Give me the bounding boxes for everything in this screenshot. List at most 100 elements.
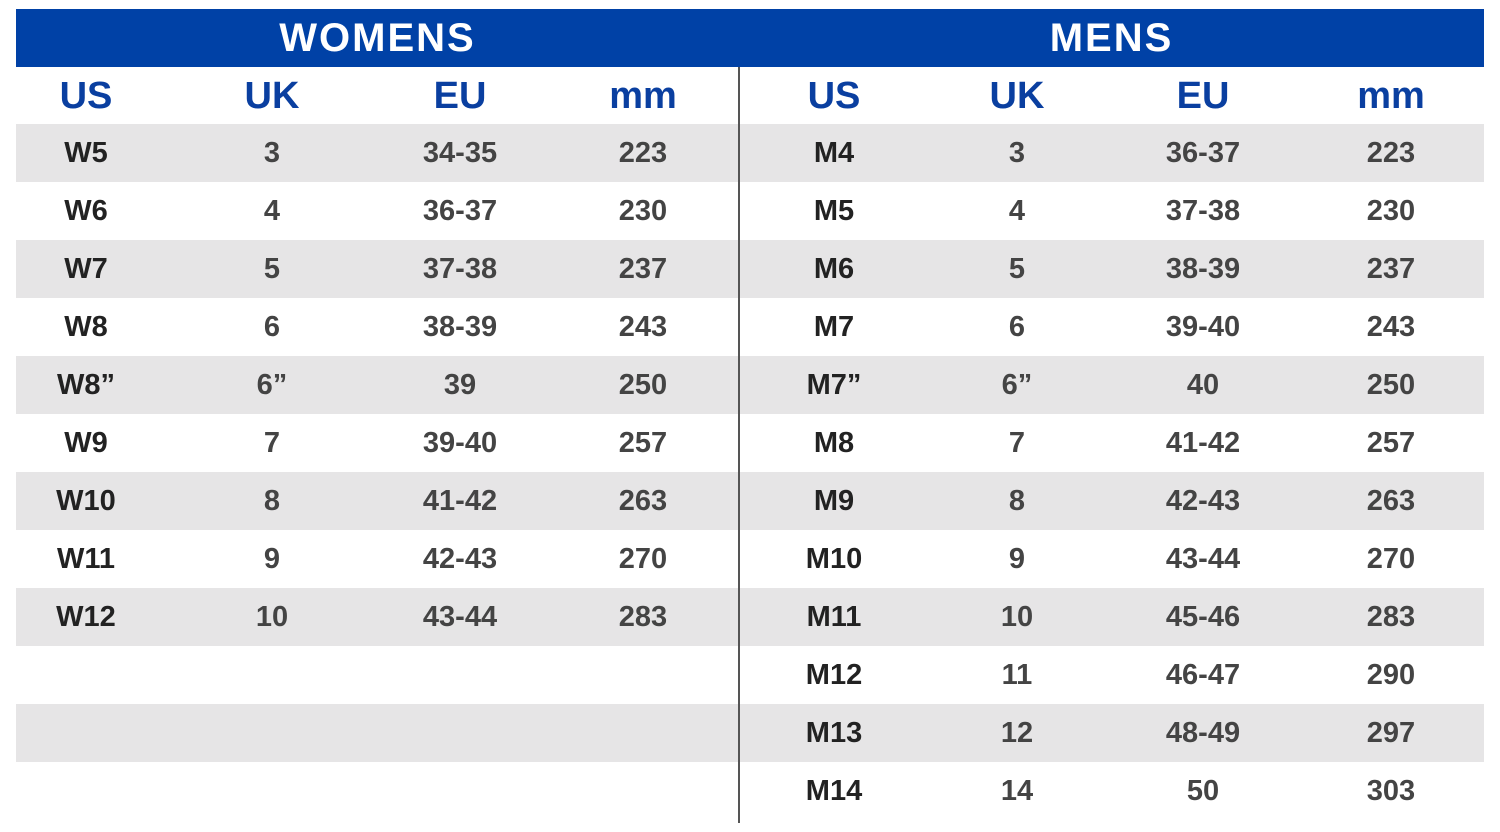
womens-cell: 237 <box>618 253 668 285</box>
row-stripe <box>16 704 1484 762</box>
mens-cell: 263 <box>1366 485 1416 517</box>
womens-cell: W5 <box>64 137 108 169</box>
mens-cell: 43-44 <box>1165 543 1241 575</box>
mens-cell: 250 <box>1366 369 1416 401</box>
womens-cell: W8 <box>64 311 108 343</box>
mens-cell: 6 <box>1008 311 1026 343</box>
mens-cell: 48-49 <box>1165 717 1241 749</box>
mens-cell: M9 <box>813 485 855 517</box>
mens-cell: 6” <box>1001 369 1033 401</box>
mens-cell: 36-37 <box>1165 137 1241 169</box>
womens-cell: 9 <box>263 543 281 575</box>
womens-cell: W9 <box>64 427 108 459</box>
row-stripe <box>16 472 1484 530</box>
mens-cell: M11 <box>806 601 862 633</box>
mens-title: MENS <box>739 9 1484 67</box>
womens-cell: 10 <box>255 601 289 633</box>
womens-header-eu: EU <box>433 75 487 117</box>
womens-header-mm: mm <box>609 75 677 117</box>
womens-cell: 39 <box>443 369 477 401</box>
womens-cell: 41-42 <box>422 485 498 517</box>
womens-cell: 43-44 <box>422 601 498 633</box>
womens-cell: 243 <box>618 311 668 343</box>
womens-cell: W12 <box>56 601 116 633</box>
womens-cell: W10 <box>56 485 116 517</box>
row-stripe <box>16 588 1484 646</box>
womens-cell: 3 <box>263 137 281 169</box>
mens-cell: 37-38 <box>1165 195 1241 227</box>
row-stripe <box>16 240 1484 298</box>
womens-cell: 263 <box>618 485 668 517</box>
womens-cell: 37-38 <box>422 253 498 285</box>
mens-cell: 7 <box>1008 427 1026 459</box>
womens-cell: 257 <box>618 427 668 459</box>
mens-cell: 14 <box>1000 775 1034 807</box>
mens-cell: 12 <box>1000 717 1034 749</box>
womens-cell: 42-43 <box>422 543 498 575</box>
womens-cell: 6 <box>263 311 281 343</box>
womens-cell: 5 <box>263 253 281 285</box>
womens-cell: 36-37 <box>422 195 498 227</box>
womens-cell: 34-35 <box>422 137 498 169</box>
womens-cell: 270 <box>618 543 668 575</box>
womens-cell: 223 <box>618 137 668 169</box>
mens-header-eu: EU <box>1176 75 1230 117</box>
womens-header-uk: UK <box>244 75 300 117</box>
womens-cell: W6 <box>64 195 108 227</box>
mens-cell: 46-47 <box>1165 659 1241 691</box>
mens-cell: 40 <box>1186 369 1220 401</box>
mens-cell: 9 <box>1008 543 1026 575</box>
mens-cell: 297 <box>1366 717 1416 749</box>
womens-cell: 250 <box>618 369 668 401</box>
womens-cell: 6” <box>256 369 288 401</box>
mens-cell: 237 <box>1366 253 1416 285</box>
mens-cell: 230 <box>1366 195 1416 227</box>
mens-cell: M14 <box>805 775 863 807</box>
row-stripe <box>16 356 1484 414</box>
column-divider <box>738 67 740 823</box>
mens-cell: M12 <box>805 659 863 691</box>
mens-cell: 8 <box>1008 485 1026 517</box>
womens-cell: W11 <box>56 543 116 575</box>
mens-cell: M8 <box>813 427 855 459</box>
womens-cell: 8 <box>263 485 281 517</box>
mens-header-us: US <box>807 75 861 117</box>
mens-cell: 283 <box>1366 601 1416 633</box>
mens-cell: M7 <box>813 311 855 343</box>
mens-cell: 243 <box>1366 311 1416 343</box>
mens-cell: 42-43 <box>1165 485 1241 517</box>
mens-cell: 38-39 <box>1165 253 1241 285</box>
mens-header-uk: UK <box>989 75 1045 117</box>
mens-cell: 303 <box>1366 775 1416 807</box>
mens-cell: 10 <box>1000 601 1034 633</box>
mens-cell: M6 <box>813 253 855 285</box>
mens-cell: 3 <box>1008 137 1026 169</box>
mens-cell: 223 <box>1366 137 1416 169</box>
mens-cell: M7” <box>806 369 862 401</box>
womens-title: WOMENS <box>16 9 739 67</box>
womens-header-us: US <box>59 75 113 117</box>
mens-cell: 45-46 <box>1165 601 1241 633</box>
mens-cell: 290 <box>1366 659 1416 691</box>
womens-cell: 4 <box>263 195 281 227</box>
womens-cell: 230 <box>618 195 668 227</box>
mens-cell: M4 <box>813 137 855 169</box>
mens-cell: M5 <box>813 195 855 227</box>
mens-cell: M13 <box>805 717 863 749</box>
womens-cell: 38-39 <box>422 311 498 343</box>
womens-cell: 39-40 <box>422 427 498 459</box>
mens-cell: 50 <box>1186 775 1220 807</box>
womens-cell: W7 <box>64 253 108 285</box>
mens-cell: 4 <box>1008 195 1026 227</box>
mens-cell: 39-40 <box>1165 311 1241 343</box>
womens-cell: 7 <box>263 427 281 459</box>
mens-cell: 11 <box>1001 659 1033 691</box>
mens-cell: 257 <box>1366 427 1416 459</box>
mens-cell: 270 <box>1366 543 1416 575</box>
mens-cell: 5 <box>1008 253 1026 285</box>
mens-cell: M10 <box>805 543 863 575</box>
womens-cell: 283 <box>618 601 668 633</box>
mens-cell: 41-42 <box>1165 427 1241 459</box>
womens-cell: W8” <box>57 369 115 401</box>
mens-header-mm: mm <box>1357 75 1425 117</box>
